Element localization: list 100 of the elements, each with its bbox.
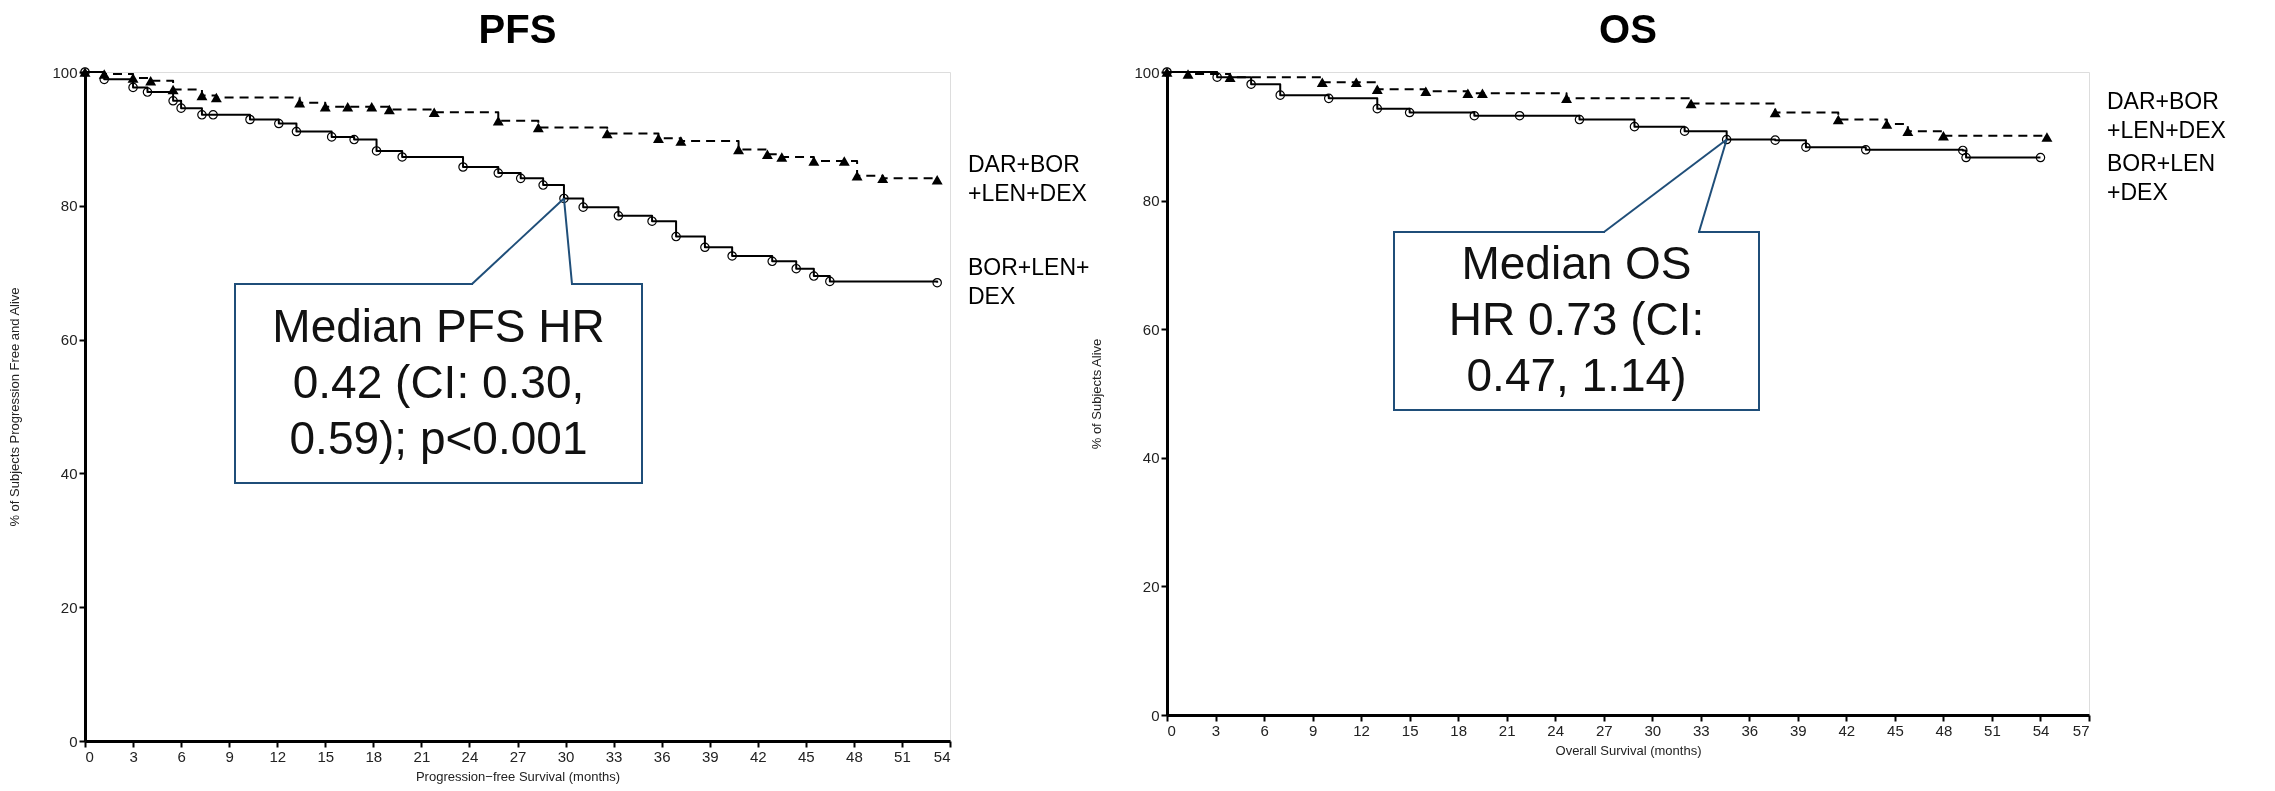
y-tick-label: 60 bbox=[1142, 320, 1160, 338]
point bbox=[493, 168, 504, 178]
x-tick-label: 6 bbox=[177, 747, 186, 765]
x-tick-label: 45 bbox=[1887, 721, 1904, 739]
point bbox=[1832, 114, 1844, 125]
x-tick-label: 27 bbox=[1595, 721, 1613, 739]
point bbox=[371, 146, 382, 156]
point bbox=[1679, 126, 1690, 136]
x-tick-label: 54 bbox=[933, 747, 951, 765]
x-tick-label: 30 bbox=[557, 747, 575, 765]
x-tick-label: 39 bbox=[1790, 721, 1807, 739]
chart-title: OS bbox=[1599, 7, 1657, 51]
text: DAR+BOR +LEN+DEX bbox=[2107, 87, 2226, 143]
point bbox=[578, 202, 588, 212]
point bbox=[2041, 132, 2053, 142]
point bbox=[601, 128, 613, 139]
point bbox=[838, 156, 850, 166]
x-tick-label: 3 bbox=[1211, 721, 1221, 739]
point bbox=[538, 180, 548, 190]
point bbox=[1881, 119, 1893, 129]
point bbox=[1316, 77, 1328, 88]
y-tick-label: 100 bbox=[52, 63, 78, 81]
y-tick-label: 80 bbox=[60, 197, 78, 215]
point bbox=[647, 216, 657, 226]
point bbox=[397, 152, 407, 162]
point bbox=[931, 174, 943, 185]
point bbox=[733, 144, 745, 155]
point bbox=[176, 103, 186, 113]
x-tick-label: 6 bbox=[1260, 721, 1269, 739]
point bbox=[1721, 134, 1732, 145]
point bbox=[1685, 98, 1697, 109]
y-tick-label: 40 bbox=[60, 464, 78, 482]
x-tick-label: 33 bbox=[1692, 721, 1710, 739]
point bbox=[767, 256, 777, 267]
x-tick-label: 51 bbox=[1984, 721, 2001, 739]
point bbox=[1561, 93, 1573, 104]
point bbox=[559, 193, 569, 204]
x-tick-label: 3 bbox=[129, 747, 138, 765]
point bbox=[294, 98, 306, 108]
point bbox=[1770, 135, 1780, 145]
point bbox=[1212, 72, 1222, 82]
x-tick-label: 30 bbox=[1644, 721, 1662, 739]
point bbox=[1769, 107, 1781, 118]
point bbox=[700, 242, 710, 253]
y-tick-label: 0 bbox=[1151, 706, 1160, 724]
point bbox=[1961, 152, 1971, 163]
point bbox=[319, 102, 331, 112]
point bbox=[1629, 121, 1640, 132]
x-tick-label: 15 bbox=[1401, 721, 1419, 739]
point bbox=[145, 75, 157, 86]
x-tick-label: 36 bbox=[653, 747, 671, 765]
annotation: Median OS HR 0.73 (CI: 0.47, 1.14) bbox=[1448, 237, 1705, 401]
point bbox=[1574, 114, 1585, 125]
point bbox=[99, 74, 110, 85]
point bbox=[342, 102, 354, 112]
point bbox=[366, 102, 378, 112]
x-tick-label: 57 bbox=[2072, 721, 2090, 739]
x-tick-label: 15 bbox=[317, 747, 335, 765]
point bbox=[1323, 93, 1334, 104]
point bbox=[458, 162, 468, 172]
point bbox=[671, 231, 681, 242]
point bbox=[1861, 145, 1871, 155]
point bbox=[245, 114, 255, 125]
x-tick-label: 51 bbox=[894, 747, 911, 765]
point bbox=[428, 107, 440, 117]
y-tick-label: 40 bbox=[1142, 449, 1160, 467]
point bbox=[1350, 77, 1362, 88]
point bbox=[326, 132, 337, 142]
point bbox=[1275, 90, 1286, 100]
point bbox=[274, 118, 284, 129]
y-tick-label: 80 bbox=[1142, 192, 1160, 210]
point bbox=[1182, 69, 1194, 79]
x-tick-label: 39 bbox=[701, 747, 719, 765]
point bbox=[776, 152, 788, 162]
x-tick-label: 24 bbox=[1547, 721, 1565, 739]
point bbox=[1476, 88, 1488, 98]
point bbox=[1958, 145, 1968, 156]
text: BOR+LEN +DEX bbox=[2107, 149, 2216, 205]
point bbox=[492, 116, 504, 126]
x-tick-label: 18 bbox=[1450, 721, 1467, 739]
point bbox=[613, 211, 624, 221]
point bbox=[652, 133, 664, 143]
x-tick-label: 42 bbox=[1838, 721, 1856, 739]
point bbox=[168, 95, 178, 106]
x-tick-label: 42 bbox=[749, 747, 767, 765]
point bbox=[1371, 84, 1383, 95]
point bbox=[383, 104, 395, 115]
point bbox=[932, 277, 942, 288]
point bbox=[1420, 86, 1432, 97]
point bbox=[675, 136, 687, 146]
y-tick-label: 100 bbox=[1134, 63, 1160, 81]
x-tick-label: 0 bbox=[1167, 721, 1176, 739]
y-tick-label: 0 bbox=[69, 732, 78, 750]
point bbox=[291, 126, 302, 137]
point bbox=[128, 82, 138, 93]
point bbox=[761, 149, 773, 160]
x-tick-label: 9 bbox=[1308, 721, 1318, 739]
x-tick-label: 18 bbox=[365, 747, 383, 765]
x-axis-title: Progression−free Survival (months) bbox=[415, 768, 621, 784]
point bbox=[2035, 152, 2046, 163]
